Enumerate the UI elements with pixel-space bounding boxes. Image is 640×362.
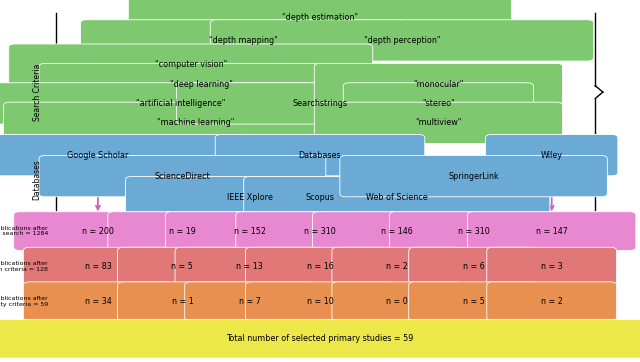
FancyBboxPatch shape [244, 177, 550, 218]
Text: "depth perception": "depth perception" [364, 36, 440, 45]
Text: n = 19: n = 19 [169, 227, 196, 236]
Text: "artificial intelligence": "artificial intelligence" [136, 99, 226, 108]
FancyBboxPatch shape [39, 63, 364, 105]
FancyBboxPatch shape [0, 83, 440, 124]
FancyBboxPatch shape [9, 44, 372, 85]
FancyBboxPatch shape [0, 135, 251, 176]
Text: n = 34: n = 34 [84, 297, 111, 306]
Text: n = 5: n = 5 [172, 262, 193, 271]
FancyBboxPatch shape [39, 156, 326, 197]
Text: "machine learning": "machine learning" [157, 118, 234, 127]
Text: n = 310: n = 310 [458, 227, 490, 236]
Text: n = 16: n = 16 [307, 262, 333, 271]
FancyBboxPatch shape [409, 282, 538, 321]
Text: No. of publications after
initial search = 1284: No. of publications after initial search… [0, 226, 48, 236]
Text: Scopus: Scopus [305, 193, 335, 202]
Text: Databases: Databases [33, 159, 42, 200]
Text: "monocular": "monocular" [413, 80, 463, 89]
Text: Searchstrings: Searchstrings [292, 99, 348, 108]
FancyBboxPatch shape [24, 247, 172, 286]
Text: Databases: Databases [299, 151, 341, 160]
Text: n = 2: n = 2 [541, 297, 563, 306]
Text: n = 200: n = 200 [82, 227, 114, 236]
Text: n = 146: n = 146 [381, 227, 413, 236]
FancyBboxPatch shape [486, 135, 618, 176]
Text: "deep learning": "deep learning" [170, 80, 233, 89]
Text: Search Criteria: Search Criteria [33, 63, 42, 121]
FancyBboxPatch shape [332, 247, 461, 286]
Text: No. of publications after
quality criteria = 59: No. of publications after quality criter… [0, 296, 48, 307]
FancyBboxPatch shape [389, 212, 558, 251]
Text: "computer vision": "computer vision" [155, 60, 227, 69]
Text: n = 1: n = 1 [172, 297, 193, 306]
Text: n = 152: n = 152 [234, 227, 266, 236]
FancyBboxPatch shape [118, 247, 247, 286]
Text: "multiview": "multiview" [415, 118, 461, 127]
Text: n = 310: n = 310 [304, 227, 336, 236]
FancyBboxPatch shape [314, 63, 563, 105]
FancyBboxPatch shape [246, 247, 394, 286]
FancyBboxPatch shape [118, 282, 247, 321]
FancyBboxPatch shape [108, 212, 257, 251]
Text: n = 3: n = 3 [541, 262, 563, 271]
FancyBboxPatch shape [81, 20, 406, 61]
FancyBboxPatch shape [0, 319, 640, 358]
FancyBboxPatch shape [175, 247, 324, 286]
Text: n = 147: n = 147 [536, 227, 568, 236]
Text: Google Scholar: Google Scholar [67, 151, 129, 160]
Text: n = 83: n = 83 [84, 262, 111, 271]
FancyBboxPatch shape [4, 102, 387, 143]
Text: Wiley: Wiley [541, 151, 563, 160]
Text: n = 5: n = 5 [463, 297, 484, 306]
FancyBboxPatch shape [185, 282, 314, 321]
Text: Web of Science: Web of Science [366, 193, 428, 202]
FancyBboxPatch shape [177, 83, 463, 124]
FancyBboxPatch shape [165, 212, 334, 251]
FancyBboxPatch shape [24, 282, 172, 321]
Text: "depth mapping": "depth mapping" [209, 36, 278, 45]
FancyBboxPatch shape [236, 212, 404, 251]
FancyBboxPatch shape [129, 0, 511, 38]
Text: n = 7: n = 7 [239, 297, 260, 306]
FancyBboxPatch shape [467, 212, 636, 251]
FancyBboxPatch shape [340, 156, 607, 197]
Text: n = 6: n = 6 [463, 262, 484, 271]
Text: Total number of selected primary studies = 59: Total number of selected primary studies… [227, 334, 413, 343]
FancyBboxPatch shape [314, 102, 563, 143]
Text: SpringerLink: SpringerLink [448, 172, 499, 181]
FancyBboxPatch shape [343, 83, 534, 124]
FancyBboxPatch shape [13, 212, 182, 251]
FancyBboxPatch shape [312, 212, 481, 251]
FancyBboxPatch shape [125, 177, 374, 218]
FancyBboxPatch shape [332, 282, 461, 321]
Text: n = 13: n = 13 [236, 262, 263, 271]
FancyBboxPatch shape [487, 247, 616, 286]
FancyBboxPatch shape [215, 135, 425, 176]
Text: ScienceDirect: ScienceDirect [155, 172, 210, 181]
FancyBboxPatch shape [246, 282, 394, 321]
FancyBboxPatch shape [487, 282, 616, 321]
Text: IEEE Xplore: IEEE Xplore [227, 193, 273, 202]
Text: "depth estimation": "depth estimation" [282, 13, 358, 22]
FancyBboxPatch shape [211, 20, 593, 61]
FancyBboxPatch shape [409, 247, 538, 286]
Text: "stereo": "stereo" [422, 99, 455, 108]
Text: No. of publications after
selection criteria = 128: No. of publications after selection crit… [0, 261, 48, 272]
Text: n = 10: n = 10 [307, 297, 333, 306]
FancyBboxPatch shape [244, 177, 396, 218]
Text: n = 0: n = 0 [386, 297, 408, 306]
Text: n = 2: n = 2 [386, 262, 408, 271]
